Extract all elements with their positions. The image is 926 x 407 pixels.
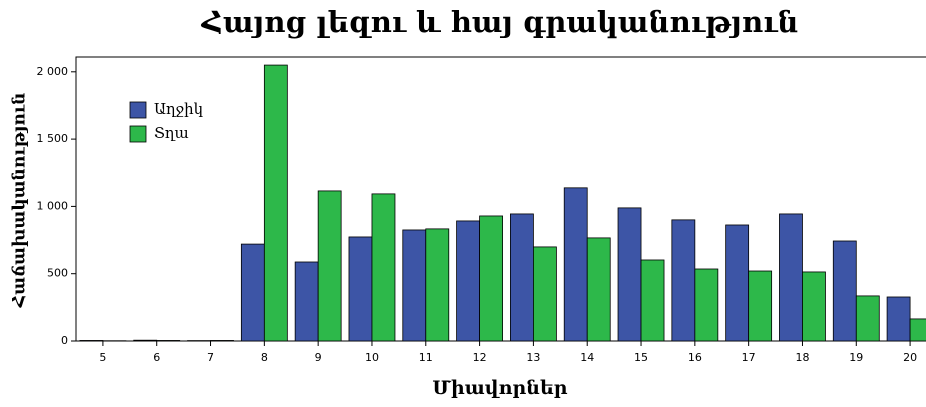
- legend-swatch: [129, 101, 147, 119]
- bar: [748, 270, 773, 342]
- x-tick-label: 12: [473, 351, 487, 364]
- bar: [210, 340, 234, 342]
- x-tick-label: 18: [795, 351, 809, 364]
- bar: [317, 190, 342, 342]
- x-tick-label: 11: [419, 351, 433, 364]
- y-tick-label: 500: [47, 267, 68, 280]
- bar: [510, 213, 534, 342]
- bar: [294, 261, 319, 342]
- bar: [156, 340, 181, 342]
- bar: [79, 340, 104, 342]
- x-tick-label: 6: [153, 351, 160, 364]
- x-tick-label: 5: [99, 351, 106, 364]
- bar: [725, 224, 750, 342]
- y-tick-label: 1 500: [37, 132, 69, 145]
- bar: [779, 213, 803, 342]
- bar: [671, 219, 696, 342]
- y-tick-label: 1 000: [37, 199, 69, 212]
- x-tick-label: 10: [365, 351, 379, 364]
- bar: [909, 318, 926, 342]
- bar: [886, 296, 911, 342]
- x-tick-label: 16: [688, 351, 702, 364]
- chart-title: Հայոց լեզու և հայ գրականություն: [201, 5, 799, 39]
- bar: [832, 240, 857, 342]
- x-tick-label: 19: [849, 351, 863, 364]
- x-tick-label: 13: [526, 351, 540, 364]
- bar: [402, 229, 427, 342]
- bar: [425, 228, 450, 342]
- legend-label: Տղա: [154, 124, 189, 142]
- y-axis-label: Հաճախականություն: [10, 93, 30, 309]
- y-tick-label: 0: [61, 334, 68, 347]
- legend-swatch: [129, 125, 147, 143]
- y-tick-label: 2 000: [37, 65, 69, 78]
- x-tick-label: 7: [207, 351, 214, 364]
- x-tick-label: 15: [634, 351, 648, 364]
- bar: [533, 246, 557, 342]
- bar: [855, 295, 880, 342]
- bar: [371, 193, 396, 342]
- bar: [133, 339, 158, 342]
- legend-label: Աղջիկ: [154, 100, 203, 118]
- bar: [479, 215, 503, 342]
- x-tick-label: 14: [580, 351, 594, 364]
- bar: [640, 259, 665, 342]
- bar: [802, 271, 826, 342]
- x-tick-label: 8: [261, 351, 268, 364]
- bar: [563, 187, 588, 342]
- bar: [456, 220, 480, 342]
- bar: [586, 237, 611, 342]
- x-tick-label: 17: [742, 351, 756, 364]
- bar: [348, 236, 373, 342]
- bar: [694, 268, 719, 342]
- x-axis-label: Միավորներ: [432, 377, 567, 399]
- x-tick-label: 20: [903, 351, 917, 364]
- bar: [263, 64, 288, 342]
- x-tick-label: 9: [315, 351, 322, 364]
- bar: [240, 243, 265, 342]
- bar: [617, 207, 642, 342]
